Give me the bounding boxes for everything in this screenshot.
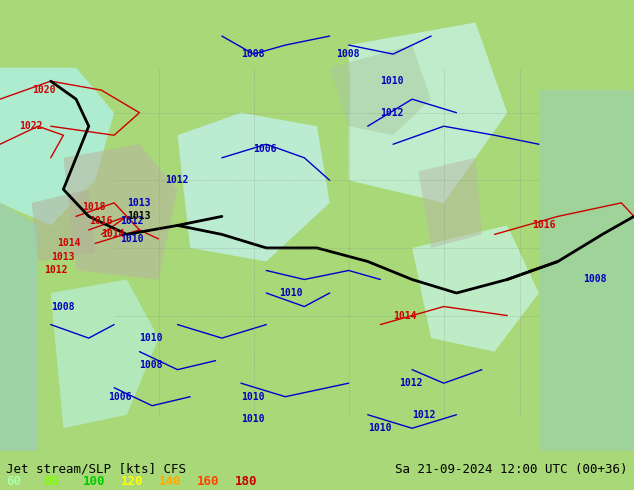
Text: 1012: 1012 [120, 216, 144, 226]
Text: 1012: 1012 [44, 266, 68, 275]
Polygon shape [51, 279, 158, 428]
Text: 1008: 1008 [241, 49, 264, 59]
Polygon shape [0, 68, 114, 225]
Polygon shape [539, 90, 634, 451]
Text: 1008: 1008 [51, 301, 74, 312]
Polygon shape [412, 225, 539, 352]
Text: 1012: 1012 [165, 175, 188, 185]
Text: 1013: 1013 [51, 252, 74, 262]
Polygon shape [418, 158, 482, 248]
Text: 1014: 1014 [393, 311, 417, 320]
Text: 1008: 1008 [336, 49, 359, 59]
Text: Jet stream/SLP [kts] CFS: Jet stream/SLP [kts] CFS [6, 463, 186, 476]
Polygon shape [330, 45, 431, 135]
Text: 1008: 1008 [583, 274, 607, 285]
Polygon shape [32, 189, 95, 262]
Text: 1016: 1016 [89, 216, 112, 226]
Text: 1013: 1013 [127, 211, 150, 221]
Text: 180: 180 [235, 475, 257, 488]
Text: 120: 120 [120, 475, 143, 488]
Text: 1012: 1012 [399, 378, 423, 388]
Text: 1012: 1012 [412, 410, 436, 420]
Text: 1010: 1010 [139, 333, 163, 343]
Text: 1014: 1014 [57, 239, 81, 248]
Text: 100: 100 [82, 475, 105, 488]
Polygon shape [63, 144, 178, 279]
Text: Sa 21-09-2024 12:00 UTC (00+36): Sa 21-09-2024 12:00 UTC (00+36) [395, 463, 628, 476]
Polygon shape [0, 203, 38, 451]
Text: 1020: 1020 [32, 85, 55, 95]
Text: 140: 140 [158, 475, 181, 488]
Text: 1006: 1006 [254, 144, 277, 154]
Polygon shape [349, 23, 507, 203]
Text: 1010: 1010 [120, 234, 144, 244]
Text: 1014: 1014 [101, 229, 125, 240]
Text: 1006: 1006 [108, 392, 131, 402]
Text: 1022: 1022 [19, 121, 42, 131]
Text: 60: 60 [6, 475, 22, 488]
Text: 1016: 1016 [533, 220, 556, 230]
Text: 1018: 1018 [82, 202, 106, 212]
Polygon shape [178, 113, 330, 262]
Text: 1010: 1010 [279, 288, 302, 298]
Text: 1010: 1010 [380, 76, 404, 86]
Text: 1010: 1010 [368, 423, 391, 433]
Text: 80: 80 [44, 475, 60, 488]
Text: 1013: 1013 [127, 198, 150, 208]
Text: 1012: 1012 [380, 108, 404, 118]
Text: 1010: 1010 [241, 414, 264, 424]
Text: 160: 160 [197, 475, 219, 488]
Text: 1010: 1010 [241, 392, 264, 402]
Text: 1008: 1008 [139, 360, 163, 370]
